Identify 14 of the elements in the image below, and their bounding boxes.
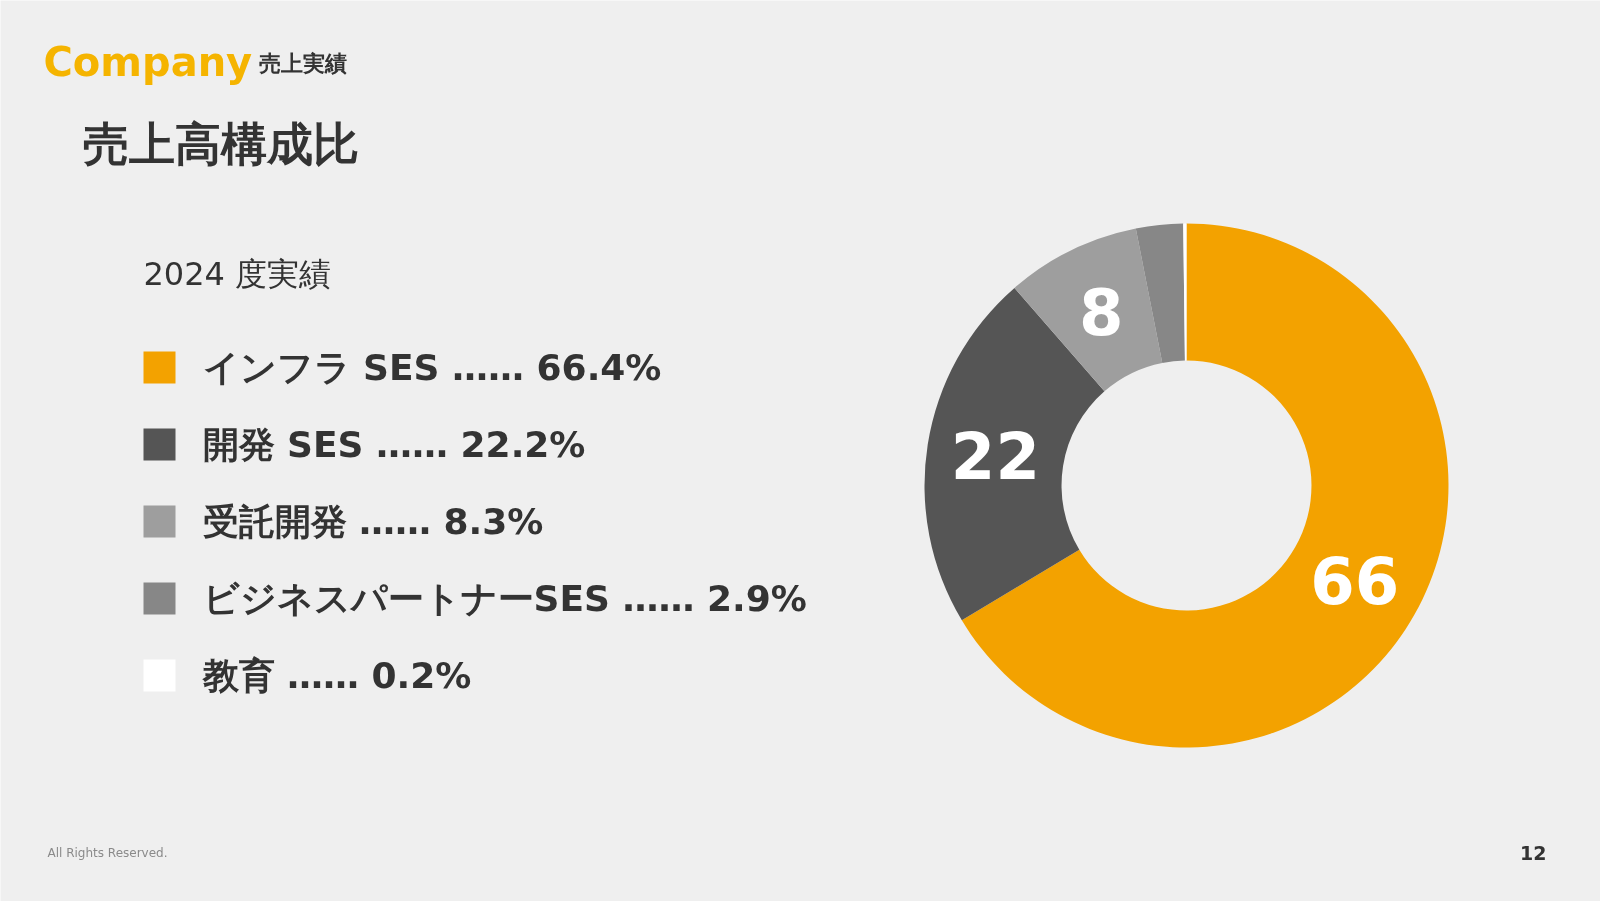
text: Company xyxy=(43,38,253,85)
data-label: 22 xyxy=(950,419,1040,494)
text: 12 xyxy=(1520,841,1547,864)
legend-label: 開発 SES …… 22.2% xyxy=(202,424,586,465)
data-label: 66 xyxy=(1310,545,1400,620)
legend-label: 受託開発 …… 8.3% xyxy=(202,501,544,542)
legend-label: インフラ SES …… 66.4% xyxy=(202,347,662,388)
legend-label: ビジネスパートナーSES …… 2.9% xyxy=(202,578,807,619)
text: 売上実績 xyxy=(258,51,347,76)
text: All Rights Reserved. xyxy=(47,845,168,860)
chart-title: 売上高構成比 xyxy=(82,116,359,171)
text: 2024 度実績 xyxy=(143,254,332,293)
data-label: 8 xyxy=(1079,276,1124,351)
legend-label: 教育 …… 0.2% xyxy=(201,655,472,696)
